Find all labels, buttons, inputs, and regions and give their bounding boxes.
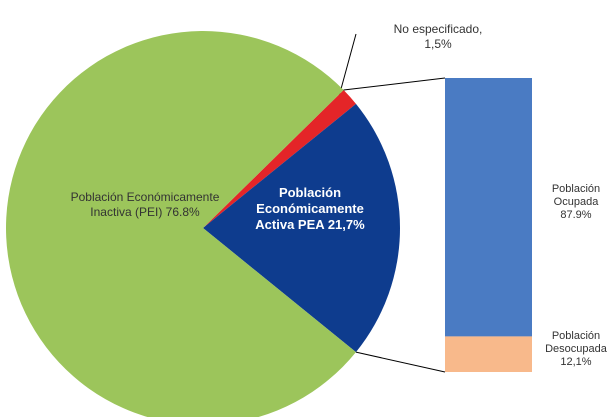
pie-slice: [6, 31, 356, 417]
label-value: 76.8%: [165, 205, 200, 219]
label-value: 1,5%: [424, 37, 452, 51]
label-name: No especificado,: [393, 22, 483, 36]
bar-segment: [445, 336, 532, 372]
data-label: Población Económicamente Inactiva (PEI) …: [70, 190, 220, 220]
pie-slice: [203, 103, 401, 353]
label-value: 87.9%: [560, 209, 592, 221]
label-name: Población Económicamente Activa PEA: [255, 185, 364, 232]
connector-line: [355, 351, 446, 373]
bar-segment: [445, 78, 532, 337]
connector-line: [343, 77, 446, 91]
data-label: No especificado, 1,5%: [388, 22, 488, 52]
data-label: Población Ocupada 87.9%: [540, 183, 612, 222]
data-label: Población Desocupada 12,1%: [540, 330, 612, 369]
pie-slice: [203, 90, 356, 228]
label-value: 12,1%: [560, 356, 592, 368]
label-name: Población Económicamente Inactiva (PEI): [70, 190, 220, 219]
data-label: Población Económicamente Activa PEA 21,7…: [245, 185, 375, 233]
label-name: Población Ocupada: [551, 183, 601, 208]
label-value: 21,7%: [327, 217, 365, 232]
label-name: Población Desocupada: [545, 330, 607, 355]
